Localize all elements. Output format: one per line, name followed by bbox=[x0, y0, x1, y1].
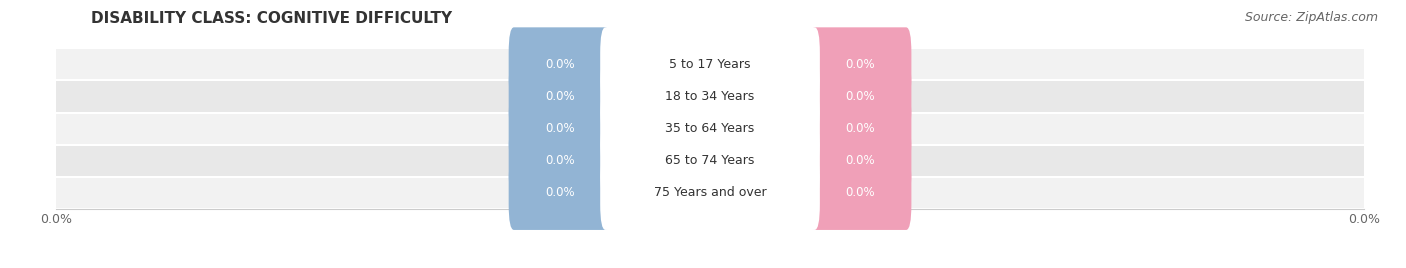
Text: 0.0%: 0.0% bbox=[845, 58, 875, 71]
FancyBboxPatch shape bbox=[810, 59, 911, 133]
FancyBboxPatch shape bbox=[509, 124, 610, 198]
Text: 0.0%: 0.0% bbox=[546, 90, 575, 103]
Text: 0.0%: 0.0% bbox=[845, 154, 875, 167]
FancyBboxPatch shape bbox=[509, 27, 610, 101]
Text: 75 Years and over: 75 Years and over bbox=[654, 187, 766, 199]
FancyBboxPatch shape bbox=[509, 59, 610, 133]
Text: 0.0%: 0.0% bbox=[546, 122, 575, 135]
Text: 0.0%: 0.0% bbox=[845, 90, 875, 103]
Text: 5 to 17 Years: 5 to 17 Years bbox=[669, 58, 751, 71]
Bar bbox=[56, 80, 1364, 113]
FancyBboxPatch shape bbox=[810, 124, 911, 198]
Text: DISABILITY CLASS: COGNITIVE DIFFICULTY: DISABILITY CLASS: COGNITIVE DIFFICULTY bbox=[91, 11, 453, 26]
FancyBboxPatch shape bbox=[600, 124, 820, 198]
Text: 35 to 64 Years: 35 to 64 Years bbox=[665, 122, 755, 135]
Bar bbox=[56, 145, 1364, 177]
FancyBboxPatch shape bbox=[600, 27, 820, 101]
FancyBboxPatch shape bbox=[600, 156, 820, 230]
FancyBboxPatch shape bbox=[600, 59, 820, 133]
Bar bbox=[56, 177, 1364, 209]
FancyBboxPatch shape bbox=[509, 156, 610, 230]
Text: 18 to 34 Years: 18 to 34 Years bbox=[665, 90, 755, 103]
Text: Source: ZipAtlas.com: Source: ZipAtlas.com bbox=[1244, 11, 1378, 24]
Bar bbox=[56, 113, 1364, 145]
FancyBboxPatch shape bbox=[810, 156, 911, 230]
FancyBboxPatch shape bbox=[810, 27, 911, 101]
Text: 65 to 74 Years: 65 to 74 Years bbox=[665, 154, 755, 167]
FancyBboxPatch shape bbox=[600, 92, 820, 166]
Text: 0.0%: 0.0% bbox=[546, 58, 575, 71]
Text: 0.0%: 0.0% bbox=[845, 122, 875, 135]
Text: 0.0%: 0.0% bbox=[845, 187, 875, 199]
FancyBboxPatch shape bbox=[509, 92, 610, 166]
Text: 0.0%: 0.0% bbox=[546, 187, 575, 199]
Bar bbox=[56, 48, 1364, 80]
Text: 0.0%: 0.0% bbox=[546, 154, 575, 167]
FancyBboxPatch shape bbox=[810, 92, 911, 166]
